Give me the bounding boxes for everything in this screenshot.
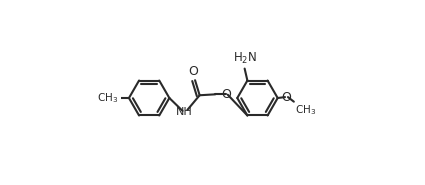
Text: O: O <box>281 91 292 104</box>
Text: O: O <box>188 65 198 78</box>
Text: NH: NH <box>176 107 193 117</box>
Text: O: O <box>221 88 231 101</box>
Text: H$_2$N: H$_2$N <box>233 51 258 66</box>
Text: CH$_3$: CH$_3$ <box>295 103 316 117</box>
Text: CH$_3$: CH$_3$ <box>97 91 119 105</box>
